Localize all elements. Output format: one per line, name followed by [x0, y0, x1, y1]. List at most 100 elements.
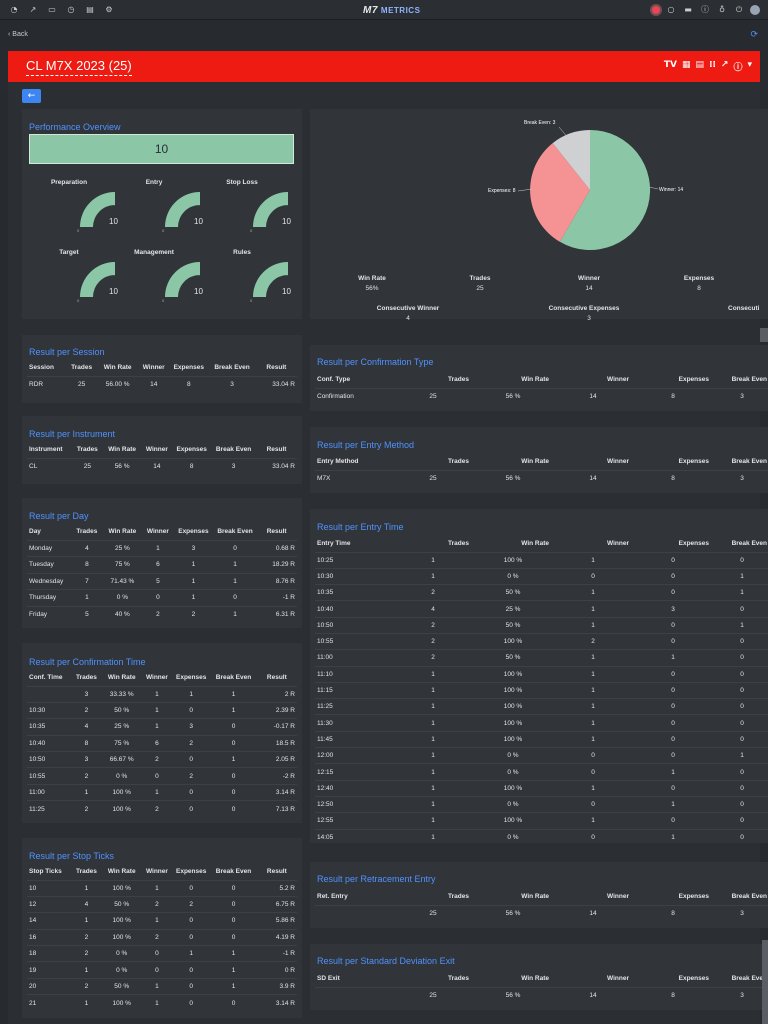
column-header[interactable]: Win Rate — [107, 868, 136, 876]
column-header[interactable]: Conf. Type — [317, 376, 351, 384]
table-row[interactable]: 10:30 2 50 % 1 0 1 2.39 R — [27, 701, 297, 719]
column-header[interactable]: Expenses — [678, 376, 709, 384]
column-header[interactable]: Winner — [607, 376, 629, 384]
column-header[interactable]: Expenses — [176, 868, 207, 876]
table-row[interactable]: CL 25 56 % 14 8 3 33.04 R — [27, 457, 297, 474]
column-header[interactable]: Ret. Entry — [317, 893, 348, 901]
column-header[interactable]: Session — [29, 364, 54, 372]
column-header[interactable]: Result — [266, 528, 287, 536]
table-row[interactable]: Tuesday 8 75 % 6 1 1 18.29 R — [27, 556, 297, 573]
stats-chart-icon[interactable]: ↗ — [720, 60, 729, 70]
column-header[interactable]: Break Even — [731, 893, 767, 901]
column-header[interactable]: Win Rate — [521, 376, 549, 384]
column-header[interactable]: Stop Ticks — [29, 868, 62, 876]
table-row[interactable]: 12 4 50 % 2 2 0 6.75 R — [27, 895, 297, 913]
column-header[interactable]: Win Rate — [107, 674, 136, 682]
column-header[interactable]: Break Even — [731, 975, 767, 983]
column-header[interactable]: Result — [266, 364, 287, 372]
table-row[interactable]: 10:50 3 66.67 % 2 0 1 2.05 R — [27, 751, 297, 768]
bulb-icon[interactable]: ♁ — [719, 5, 725, 14]
chart-icon[interactable]: ↗ — [29, 5, 37, 14]
column-header[interactable]: Winner — [146, 528, 169, 536]
gear-icon[interactable]: ⚙ — [105, 5, 113, 14]
table-row[interactable]: 11:25 1 100 % 1 0 0 — [315, 698, 768, 715]
table-row[interactable]: 12:55 1 100 % 1 0 0 — [315, 812, 768, 830]
table-row[interactable]: 10:55 2 100 % 2 0 0 — [315, 632, 768, 650]
column-header[interactable]: Break Even — [217, 528, 253, 536]
table-row[interactable]: 11:10 1 100 % 1 0 0 — [315, 665, 768, 683]
avatar[interactable] — [750, 5, 760, 15]
table-row[interactable]: 20 2 50 % 1 0 1 3.9 R — [27, 977, 297, 995]
table-row[interactable]: 11:00 1 100 % 1 0 0 3.14 R — [27, 783, 297, 801]
column-header[interactable]: Break Even — [215, 868, 252, 876]
column-header[interactable]: Win Rate — [108, 446, 136, 454]
column-header[interactable]: Result — [266, 868, 287, 876]
table-row[interactable]: Monday 4 25 % 1 3 0 0.68 R — [27, 539, 297, 557]
pie-slice-winner[interactable] — [559, 129, 651, 250]
column-header[interactable]: Expenses — [678, 458, 709, 466]
circle-icon[interactable]: ○ — [667, 5, 675, 14]
table-row[interactable]: 16 2 100 % 2 0 0 4.19 R — [27, 928, 297, 946]
column-header[interactable]: Conf. Time — [29, 674, 63, 682]
column-header[interactable]: Win Rate — [521, 975, 549, 983]
column-header[interactable]: Trades — [448, 893, 469, 901]
table-row[interactable]: 10:40 8 75 % 6 2 0 18.5 R — [27, 734, 297, 752]
table-row[interactable]: 19 1 0 % 0 0 1 0 R — [27, 961, 297, 979]
table-row[interactable]: M7X 25 56 % 14 8 3 — [315, 469, 768, 486]
column-header[interactable]: Winner — [145, 446, 168, 454]
table-row[interactable]: 10:50 2 50 % 1 0 1 — [315, 616, 768, 634]
table-row[interactable]: 14 1 100 % 1 0 0 5.86 R — [27, 912, 297, 930]
horizontal-scrollbar[interactable] — [760, 328, 768, 342]
table-row[interactable]: 25 56 % 14 8 3 — [315, 904, 768, 921]
table-row[interactable]: 10:30 1 0 % 0 0 1 — [315, 567, 768, 585]
column-header[interactable]: Day — [29, 528, 41, 536]
refresh-icon[interactable]: ⟳ — [750, 30, 758, 40]
table-row[interactable]: Thursday 1 0 % 0 1 0 -1 R — [27, 589, 297, 606]
table-row[interactable]: 10:25 1 100 % 1 0 0 — [315, 551, 768, 569]
column-header[interactable]: Expenses — [173, 364, 204, 372]
column-header[interactable]: Trades — [76, 528, 98, 536]
table-row[interactable]: Friday 5 40 % 2 2 1 6.31 R — [27, 605, 297, 623]
chevron-down-icon[interactable]: ▾ — [747, 60, 752, 70]
info-icon[interactable]: ⓘ — [733, 63, 743, 73]
column-header[interactable]: Result — [266, 446, 287, 454]
card-icon[interactable]: ▬ — [684, 5, 692, 14]
table-row[interactable]: 11:25 2 100 % 2 0 0 7.13 R — [27, 800, 297, 818]
table-row[interactable]: 10:40 4 25 % 1 3 0 — [315, 600, 768, 618]
table-row[interactable]: 3 33.33 % 1 1 1 2 R — [27, 685, 297, 703]
column-header[interactable]: Trades — [75, 674, 97, 682]
column-header[interactable]: Winner — [607, 893, 629, 901]
table-row[interactable]: 12:00 1 0 % 0 0 1 — [315, 747, 768, 764]
vertical-scrollbar[interactable] — [762, 940, 768, 1024]
calendar-icon[interactable]: ▤ — [86, 5, 94, 14]
table-row[interactable]: 11:45 1 100 % 1 0 0 — [315, 730, 768, 748]
table-row[interactable]: Confirmation 25 56 % 14 8 3 — [315, 387, 768, 404]
app-logo[interactable]: M7 METRICS — [363, 5, 420, 16]
column-header[interactable]: Instrument — [29, 446, 63, 454]
table-row[interactable]: 12:40 1 100 % 1 0 0 — [315, 779, 768, 797]
column-header[interactable]: Expenses — [678, 975, 709, 983]
power-icon[interactable]: ⏻ — [735, 5, 743, 14]
dashboard-icon[interactable]: ◔ — [10, 5, 18, 14]
column-header[interactable]: Break Even — [731, 540, 767, 548]
column-header[interactable]: Winner — [142, 364, 165, 372]
column-header[interactable]: Break Even — [731, 376, 767, 384]
table-row[interactable]: 11:30 1 100 % 1 0 0 — [315, 714, 768, 732]
pdf-icon[interactable]: ▤ — [695, 60, 705, 70]
table-row[interactable]: 10 1 100 % 1 0 0 5.2 R — [27, 879, 297, 897]
column-header[interactable]: Trades — [76, 446, 98, 454]
column-header[interactable]: Break Even — [214, 364, 250, 372]
column-header[interactable]: Trades — [448, 975, 469, 983]
column-header[interactable]: Win Rate — [521, 458, 549, 466]
column-header[interactable]: Winner — [607, 458, 629, 466]
table-row[interactable]: 14:05 1 0 % 0 1 0 — [315, 828, 768, 846]
column-header[interactable]: Break Even — [215, 674, 252, 682]
column-header[interactable]: Result — [266, 674, 287, 682]
column-header[interactable]: Trades — [448, 376, 469, 384]
column-header[interactable]: Expenses — [176, 446, 207, 454]
column-header[interactable]: Expenses — [678, 893, 709, 901]
column-header[interactable]: Expenses — [678, 540, 709, 548]
table-row[interactable]: 11:15 1 100 % 1 0 0 — [315, 681, 768, 699]
column-header[interactable]: Win Rate — [108, 528, 137, 536]
record-icon[interactable] — [652, 6, 660, 14]
